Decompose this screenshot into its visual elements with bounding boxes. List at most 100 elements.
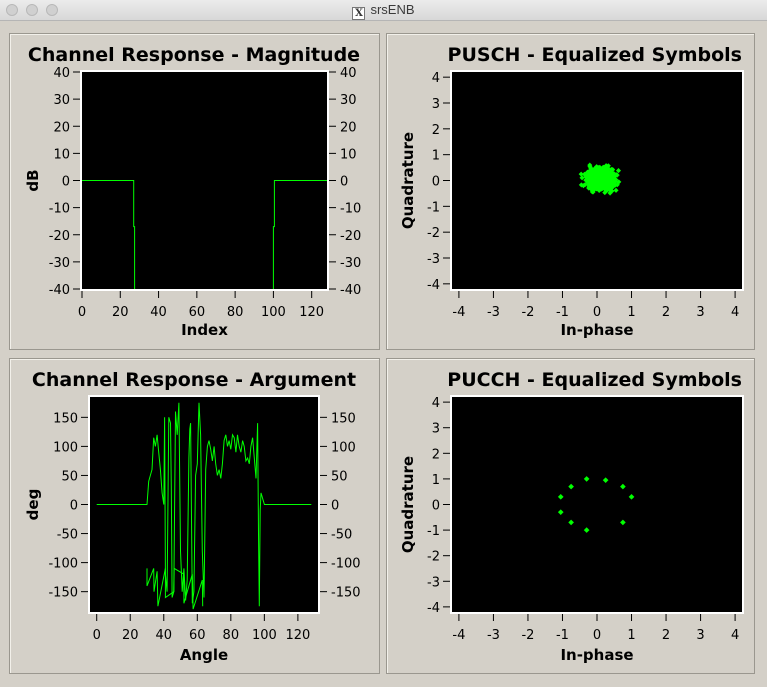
scatter-point xyxy=(583,527,590,533)
scatter-point xyxy=(557,509,564,516)
scatter-point xyxy=(568,483,574,490)
y-tick-label: 2 xyxy=(432,123,440,138)
y-tick-label-right: 0 xyxy=(340,175,348,190)
y-axis-label: Quadrature xyxy=(399,456,417,553)
x-tick-label: 120 xyxy=(285,628,310,643)
scatter-point xyxy=(620,519,626,526)
zoom-window-button[interactable] xyxy=(46,4,58,16)
y-tick-label: -20 xyxy=(49,229,70,244)
y-tick-label: -4 xyxy=(427,278,440,293)
y-tick-label: 1 xyxy=(432,473,440,488)
y-axis-label: dB xyxy=(24,169,42,191)
y-tick-label-right: 150 xyxy=(331,411,356,426)
x-tick-label: 0 xyxy=(593,305,601,320)
y-tick-label: 10 xyxy=(53,147,70,162)
y-tick-label: 4 xyxy=(432,71,440,86)
y-tick-label: 40 xyxy=(53,66,70,81)
x-tick-label: 60 xyxy=(189,628,206,643)
plot-area xyxy=(452,397,742,612)
x-tick-label: 100 xyxy=(261,305,286,320)
y-tick-label: -30 xyxy=(49,256,70,271)
x-tick-label: 2 xyxy=(662,628,670,643)
plot-title: Channel Response - Magnitude xyxy=(28,44,360,66)
x-tick-label: 1 xyxy=(627,628,635,643)
scatter-point xyxy=(602,477,609,484)
x-tick-label: -4 xyxy=(452,628,465,643)
x-tick-label: 0 xyxy=(593,628,601,643)
x-tick-label: 0 xyxy=(78,305,86,320)
y-tick-label: -2 xyxy=(427,226,440,241)
window-title-text: srsENB xyxy=(370,2,415,17)
x-tick-label: 20 xyxy=(122,628,139,643)
y-tick-label: 50 xyxy=(61,469,78,484)
x-tick-label: 1 xyxy=(627,305,635,320)
series-line-1 xyxy=(146,567,204,610)
scatter-point xyxy=(628,493,635,500)
y-tick-label: 2 xyxy=(432,447,440,462)
plot-title: PUSCH - Equalized Symbols xyxy=(448,44,742,66)
x-tick-label: 3 xyxy=(696,628,704,643)
y-tick-label: 0 xyxy=(62,175,70,190)
series-line-0 xyxy=(96,402,312,607)
y-tick-label-right: -150 xyxy=(331,586,361,601)
x-tick-label: 80 xyxy=(223,628,240,643)
y-tick-label: -4 xyxy=(427,601,440,616)
plot-arg: Channel Response - Argument 150 150 100 100 5… xyxy=(24,369,361,664)
x-tick-label: -3 xyxy=(487,628,500,643)
y-tick-label: -10 xyxy=(49,202,70,217)
y-tick-label: -50 xyxy=(57,528,78,543)
x-tick-label: -4 xyxy=(452,305,465,320)
y-tick-label: 0 xyxy=(70,499,78,514)
plot-pucch: PUCCH - Equalized Symbols 4 3 2 1 0 -1 -2 -3 -4 -4… xyxy=(399,369,744,664)
plot-data xyxy=(96,402,312,610)
x-tick-label: 2 xyxy=(662,305,670,320)
y-tick-label-right: 30 xyxy=(340,93,357,108)
y-tick-label-right: 10 xyxy=(340,147,357,162)
y-tick-label: -3 xyxy=(427,575,440,590)
plot-data xyxy=(82,180,327,289)
x-tick-label: 3 xyxy=(696,305,704,320)
panel-arg xyxy=(9,358,380,674)
minimize-window-button[interactable] xyxy=(26,4,38,16)
y-tick-label: 0 xyxy=(432,175,440,190)
x-tick-label: 60 xyxy=(189,305,206,320)
y-tick-label-right: -30 xyxy=(340,256,361,271)
scatter-point xyxy=(613,187,619,193)
y-tick-label-right: -40 xyxy=(340,283,361,298)
x-tick-label: -2 xyxy=(521,628,534,643)
x-tick-label: 120 xyxy=(299,305,324,320)
y-tick-label-right: -100 xyxy=(331,557,361,572)
y-tick-label-right: 20 xyxy=(340,120,357,135)
x-tick-label: -1 xyxy=(556,628,569,643)
panel-pucch xyxy=(386,358,755,674)
panel-mag xyxy=(9,33,380,350)
close-window-button[interactable] xyxy=(6,4,18,16)
y-tick-label-right: 100 xyxy=(331,440,356,455)
y-tick-label: 3 xyxy=(432,97,440,112)
y-tick-label-right: 0 xyxy=(331,499,339,514)
scatter-point xyxy=(583,476,590,482)
y-tick-label: -1 xyxy=(427,524,440,539)
y-tick-label-right: 50 xyxy=(331,469,348,484)
x-tick-label: 4 xyxy=(731,628,739,643)
x-tick-label: 0 xyxy=(93,628,101,643)
scatter-point xyxy=(620,483,626,490)
x-tick-label: 40 xyxy=(155,628,172,643)
x-axis-label: In-phase xyxy=(560,646,633,664)
x-tick-label: 4 xyxy=(731,305,739,320)
x-tick-label: -1 xyxy=(556,305,569,320)
x-axis-label: In-phase xyxy=(560,321,633,339)
y-tick-label: -2 xyxy=(427,550,440,565)
y-tick-label: 30 xyxy=(53,93,70,108)
x-tick-label: 40 xyxy=(150,305,167,320)
scatter-point xyxy=(557,493,564,500)
y-tick-label-right: -10 xyxy=(340,202,361,217)
y-tick-label: -100 xyxy=(48,557,78,572)
plot-data xyxy=(557,476,635,533)
y-tick-label: 150 xyxy=(53,411,78,426)
plot-title: PUCCH - Equalized Symbols xyxy=(447,369,742,391)
y-axis-label: Quadrature xyxy=(399,132,417,229)
x-tick-label: 80 xyxy=(227,305,244,320)
